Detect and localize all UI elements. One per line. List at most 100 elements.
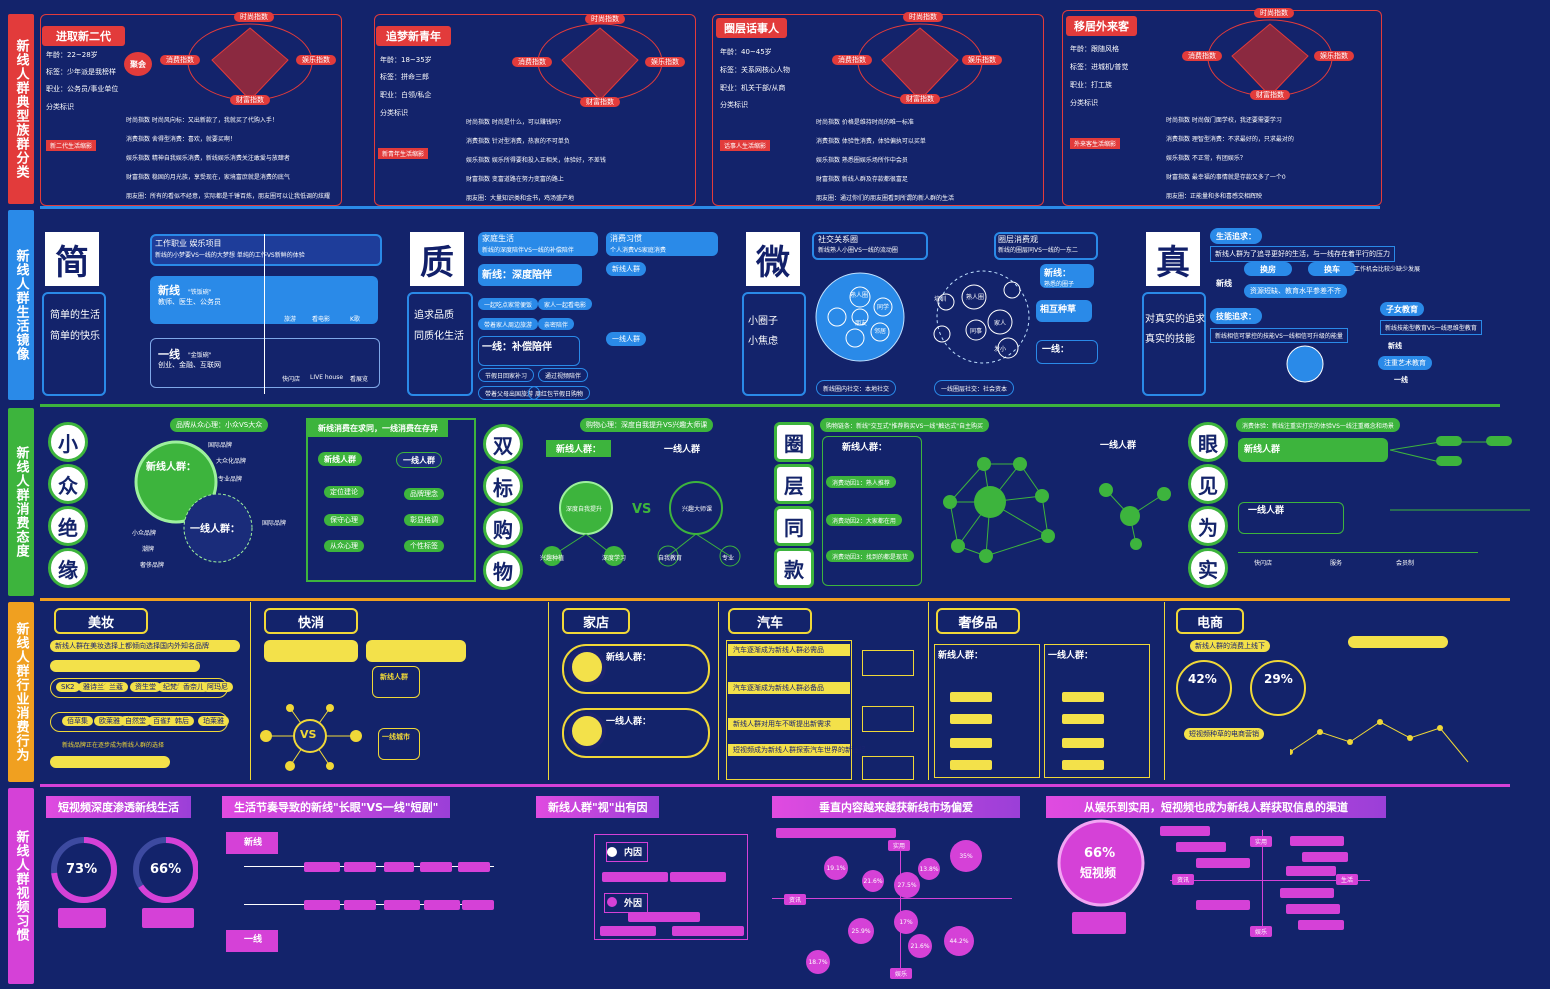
shuang-c2: 兴趣大师课 [682,506,713,513]
brand-tag: 资生堂 [130,682,161,692]
zhen-k6: 新线 [1388,342,1402,350]
jian-tag: LIVE house [310,374,344,381]
p1-v2: 66% [150,862,182,877]
p3-tag [602,872,668,882]
jian-line: 简单的快乐 [50,331,100,342]
home-title: 家店 [562,608,630,634]
fast-title: 快消 [264,608,358,634]
jian-tag: 旅游 [284,316,297,323]
p4-head [776,828,896,838]
radar-label: 财富指数 [900,94,940,104]
xiao-char: 缘 [48,548,88,588]
wei-node: 培训 [934,296,947,303]
wei-node: 熟人圈 [966,294,985,301]
p5-tag: 资讯 [1172,874,1195,885]
zhi-item: 带着父母出国旅游 [478,386,541,400]
p4-bubble: 21.6% [908,934,932,958]
beauty-line: 新线人群在美妆选择上都倾向选择国内外知名品牌 [50,640,240,652]
jian-first-desc: 创业、金融、互联网 [158,361,221,369]
p5-title: 从娱乐到实用，短视频也成为新线人群获取信息的渠道 [1046,796,1386,818]
quan-char: 款 [774,548,814,588]
p5-item [1290,836,1344,846]
field: 分类标识 [720,101,748,109]
xiao-head: 品牌从众心理：小众VS大众 [170,418,269,432]
zhen-k7: 注重艺术教育 [1378,356,1432,370]
p5-item [1298,920,1344,930]
wei-line: 小圈子 [748,316,778,327]
zhi-b1: 家庭生活 [482,234,514,243]
p2-tag [304,862,340,872]
zhi-c1: 新线人群 [606,262,646,276]
zhi-line: 追求品质 [414,310,454,321]
wei-b2-sub: 新线的圈层同VS一线的一东二 [998,247,1078,254]
field: 年龄：跟随风格 [1070,45,1119,53]
wei-line: 小焦虑 [748,336,778,347]
zhen-t1: 生活追求： [1210,228,1262,244]
p5-item [1286,904,1340,914]
mid-l1: 新线人群 [318,452,362,466]
circle-network-icon [815,272,905,362]
lux-n1: 新线人群： [938,651,984,661]
wei-node: 同学 [877,304,890,311]
brand-tag: 雅诗兰黛 [78,682,116,692]
radar-label: 财富指数 [230,95,270,105]
p5-item [1196,900,1250,910]
zhen-k3: 工作机会比较少缺少发展 [1354,266,1421,273]
shuang-c1: 深度自我提升 [566,506,603,513]
wei-r1b: 熟悉的圈子 [1044,281,1075,288]
field: 职业：打工族 [1070,81,1112,89]
clan-line: 时尚指数 时尚做门面学校，我还要需要学习 [1166,117,1282,124]
zhi-char: 质 [410,232,464,286]
wei-b2: 圈层消费观 [998,235,1038,244]
zhi-item: 通过视频陪伴 [538,368,589,382]
p5-tag: 实用 [1250,836,1273,847]
zhen-t1b: 新线人群为了追寻更好的生活，与一线存在着平行的压力 [1210,246,1395,262]
p1-v1: 73% [66,862,98,877]
brand-tag: 百雀羚 [148,716,179,726]
brand-tag: 珀莱雅 [198,716,229,726]
wei-char: 微 [746,232,800,286]
zhen-line: 对真实的追求 [1145,314,1205,325]
clan-line: 朋友圈：通过你们的朋友圈看到所谓的新人群的生活 [816,195,955,202]
wei-r3: 一线： [1042,345,1070,355]
p4-tag: 实用 [888,840,911,851]
p4-tag: 资讯 [784,894,807,905]
yan-char: 见 [1188,464,1228,504]
p4-axis-v [900,840,901,974]
separator-1 [40,206,1380,209]
section-label-mirror: 新线人群生活镜像 [8,210,34,400]
section-label-attitude: 新线人群消费态度 [8,408,34,596]
clan-line: 消费指数 体验性消费，体验偏执可以买单 [816,138,926,145]
wei-b1: 社交关系圈 [818,235,858,244]
yan-line [1238,552,1478,553]
brand-tag: 韩后 [170,716,194,726]
clan-line: 消费指数 舍得型消费：喜欢，就要买啊！ [126,136,236,143]
quan-item: 消费动因3：找到的都是现货 [826,550,914,562]
clan-line: 财富指数 最幸福的事情就是存款又多了一个0 [1166,174,1286,181]
zhen-t2b: 新线相信可掌控的技能VS一线相信可升级的能量 [1210,328,1348,343]
radar-label: 消费指数 [512,57,552,67]
jian-new-desc: 教师、医生、公务员 [158,298,221,306]
brand-tag: SK2 [56,682,80,692]
fast-vs: VS [300,728,317,741]
shuang-head: 购物心理：深度自我提升VS兴趣大师课 [580,418,714,432]
ec-line-icon [1290,719,1469,763]
clan-note: 话事人生活缩影 [720,140,771,151]
wei-node: 发小 [994,346,1007,353]
p4-bubble: 25.9% [848,918,874,944]
p4-bubble: 18.7% [806,950,830,974]
shuang-vs: VS [632,502,652,517]
xiao-c2: 一线人群： [190,524,240,535]
group-title: 移居外来客 [1066,16,1137,36]
p5-axis-v [1262,830,1263,930]
clan-line: 娱乐指数 熟悉圈娱乐场所作中会员 [816,157,908,164]
radar-label: 消费指数 [1182,51,1222,61]
jian-new: 新线 [158,284,180,297]
clan-line: 朋友圈：所有的看似不经意，实际都是千锤百炼，朋友圈可以让我低调的炫耀 [126,193,331,200]
zhen-k5: 资源短缺、教育水平参差不齐 [1244,284,1347,298]
zhi-item: 周红包节假日购物 [528,386,591,400]
clan-line: 娱乐指数 精神自我娱乐消费，新线娱乐消费关注敢爱与放肆者 [126,155,290,162]
zhi-b1-sub: 新线的深度陪伴VS一线的补偿陪伴 [482,247,574,254]
home-n2: 一线人群： [606,717,652,727]
fast-b1: 新线人群 [380,673,408,681]
